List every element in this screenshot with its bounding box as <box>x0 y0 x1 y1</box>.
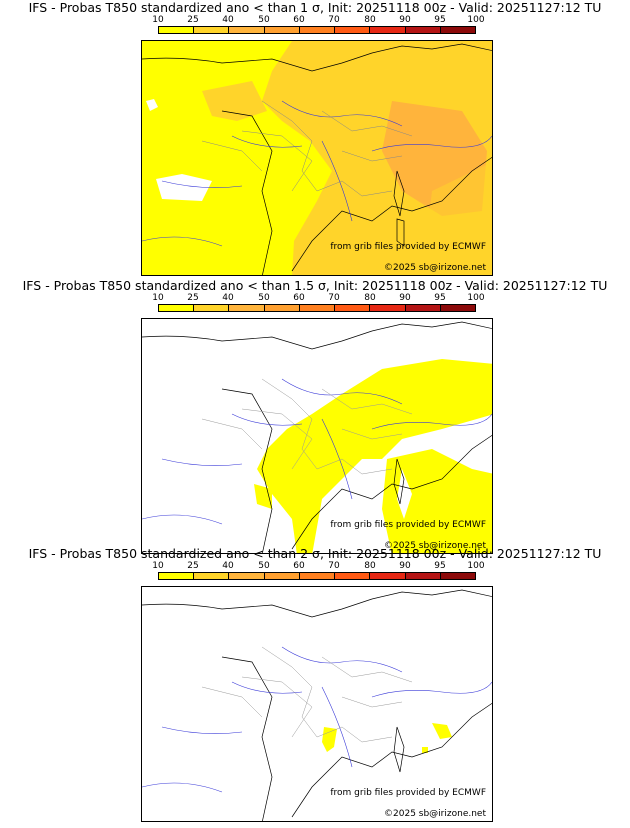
coastlines <box>142 43 492 275</box>
scale-swatch <box>229 27 265 33</box>
credit-source: from grib files provided by ECMWF <box>330 788 486 798</box>
probability-fill-25-40-west <box>202 81 267 121</box>
scale-tick-label: 50 <box>258 561 270 571</box>
scale-tick-label: 25 <box>187 293 199 303</box>
scale-tick-label: 25 <box>187 15 199 25</box>
color-scale-labels: 10 25 40 50 60 70 80 90 95 100 <box>140 561 496 571</box>
scale-swatch <box>405 573 441 579</box>
probability-fill-10-25 <box>432 723 452 739</box>
scale-tick-label: 100 <box>467 293 485 303</box>
color-scale-bar <box>158 26 476 34</box>
scale-tick-label: 40 <box>222 293 234 303</box>
scale-swatch <box>440 305 475 311</box>
scale-swatch <box>335 305 371 311</box>
white-sea <box>397 469 412 519</box>
forecast-panel-2: IFS - Probas T850 standardized ano < tha… <box>0 278 630 554</box>
scale-swatch <box>440 573 475 579</box>
credit-site: ©2025 sb@irizone.net <box>384 541 486 551</box>
scale-tick-label: 80 <box>364 293 376 303</box>
color-scale-labels: 10 25 40 50 60 70 80 90 95 100 <box>140 15 496 25</box>
scale-tick-label: 80 <box>364 15 376 25</box>
scale-swatch <box>194 573 230 579</box>
scale-swatch <box>440 27 475 33</box>
scale-tick-label: 60 <box>293 293 305 303</box>
scale-swatch <box>264 305 300 311</box>
forecast-panel-3: IFS - Probas T850 standardized ano < tha… <box>0 546 630 822</box>
probability-map: from grib files provided by ECMWF ©2025 … <box>141 318 493 554</box>
scale-swatch <box>159 27 195 33</box>
scale-swatch <box>194 27 230 33</box>
scale-tick-label: 90 <box>399 293 411 303</box>
panel-title: IFS - Probas T850 standardized ano < tha… <box>22 278 608 293</box>
scale-tick-label: 50 <box>258 293 270 303</box>
scale-swatch <box>229 573 265 579</box>
scale-swatch <box>335 573 371 579</box>
scale-tick-label: 70 <box>328 15 340 25</box>
scale-tick-label: 95 <box>434 15 446 25</box>
rivers <box>142 646 492 793</box>
scale-tick-label: 60 <box>293 561 305 571</box>
scale-tick-label: 100 <box>467 15 485 25</box>
scale-tick-label: 10 <box>152 293 164 303</box>
scale-tick-label: 95 <box>434 561 446 571</box>
scale-swatch <box>159 305 195 311</box>
sea-east <box>422 161 492 275</box>
scale-tick-label: 40 <box>222 15 234 25</box>
scale-swatch <box>264 573 300 579</box>
scale-swatch <box>299 305 336 311</box>
scale-tick-label: 25 <box>187 561 199 571</box>
probability-map: from grib files provided by ECMWF ©2025 … <box>141 40 493 276</box>
scale-tick-label: 70 <box>328 561 340 571</box>
borders <box>201 378 413 475</box>
scale-tick-label: 10 <box>152 15 164 25</box>
scale-tick-label: 60 <box>293 15 305 25</box>
scale-tick-label: 90 <box>399 561 411 571</box>
scale-tick-label: 70 <box>328 293 340 303</box>
scale-swatch <box>299 27 336 33</box>
probability-map: from grib files provided by ECMWF ©2025 … <box>141 586 493 822</box>
scale-tick-label: 100 <box>467 561 485 571</box>
scale-tick-label: 95 <box>434 293 446 303</box>
credit-site: ©2025 sb@irizone.net <box>384 263 486 273</box>
scale-tick-label: 80 <box>364 561 376 571</box>
probability-fill-10-25 <box>322 727 337 752</box>
scale-tick-label: 40 <box>222 561 234 571</box>
scale-swatch <box>194 305 230 311</box>
scale-swatch <box>370 305 406 311</box>
probability-fill-10-25 <box>382 449 492 553</box>
scale-swatch <box>335 27 371 33</box>
panel-title: IFS - Probas T850 standardized ano < tha… <box>28 0 602 15</box>
scale-swatch <box>229 305 265 311</box>
scale-swatch <box>299 573 336 579</box>
scale-tick-label: 90 <box>399 15 411 25</box>
color-scale-bar <box>158 572 476 580</box>
borders <box>201 100 413 197</box>
white-patch <box>146 99 158 111</box>
scale-swatch <box>405 27 441 33</box>
credit-site: ©2025 sb@irizone.net <box>384 809 486 819</box>
scale-swatch <box>370 573 406 579</box>
coastlines <box>142 321 492 553</box>
scale-swatch <box>405 305 441 311</box>
rivers <box>142 378 492 525</box>
scale-swatch <box>159 573 195 579</box>
credit-source: from grib files provided by ECMWF <box>330 520 486 530</box>
scale-swatch <box>370 27 406 33</box>
coastlines <box>142 589 492 821</box>
panel-title: IFS - Probas T850 standardized ano < tha… <box>28 546 602 561</box>
white-patch <box>156 174 212 201</box>
probability-fill-10-25 <box>422 747 428 753</box>
color-scale-labels: 10 25 40 50 60 70 80 90 95 100 <box>140 293 496 303</box>
probability-fill-10-25 <box>257 359 492 553</box>
scale-tick-label: 50 <box>258 15 270 25</box>
forecast-panel-1: IFS - Probas T850 standardized ano < tha… <box>0 0 630 276</box>
scale-tick-label: 10 <box>152 561 164 571</box>
scale-swatch <box>264 27 300 33</box>
credit-source: from grib files provided by ECMWF <box>330 242 486 252</box>
color-scale-bar <box>158 304 476 312</box>
borders <box>201 646 413 743</box>
